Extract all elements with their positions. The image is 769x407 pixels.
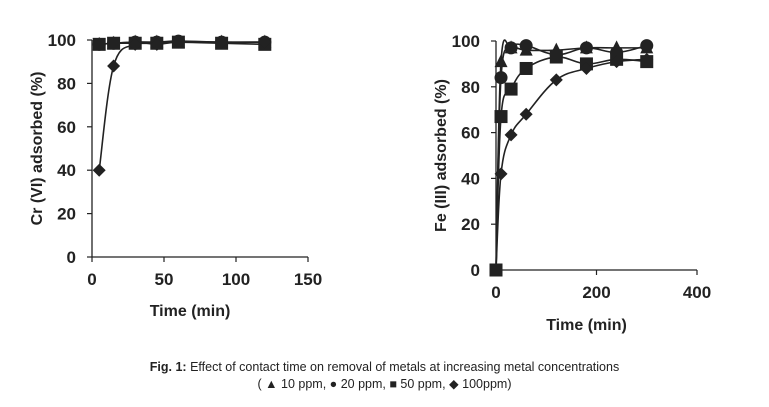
square-marker [92,37,106,51]
x-axis-title: Time (min) [150,303,231,320]
legend-triangle-icon: ▲ [265,377,278,391]
y-tick-label: 80 [461,78,480,97]
legend-item-10ppm: 10 ppm, [277,377,330,391]
y-tick-label: 0 [471,261,480,280]
x-tick-label: 150 [294,270,322,289]
x-tick-label: 0 [491,283,500,302]
y-tick-label: 20 [461,215,480,234]
series-line [495,58,647,271]
y-tick-label: 40 [461,169,480,188]
square-marker [494,110,508,124]
series-100ppm [489,52,654,277]
figure-caption-text: Effect of contact time on removal of met… [186,360,620,374]
x-tick-label: 100 [222,270,250,289]
triangle-marker [494,54,508,68]
figure-label: Fig. 1: [149,360,187,374]
x-axis-title: Time (min) [546,317,627,334]
y-tick-label: 60 [461,124,480,143]
square-marker [107,36,121,50]
series-line [495,56,647,271]
diamond-marker [549,73,563,87]
figure-caption-title: Fig. 1: Effect of contact time on remova… [0,360,769,374]
legend-item-100ppm: 100ppm) [458,377,512,391]
circle-marker [579,41,593,55]
diamond-marker [519,107,533,121]
diamond-marker [171,35,185,49]
chart-cr-vi: 0 20 40 60 80 100 0 50 100 150 Time (min) Cr (VI) a… [29,31,322,320]
circle-marker [504,41,518,55]
series-20ppm [489,39,654,277]
x-tick-label: 0 [87,270,96,289]
legend-square-icon: ■ [389,377,397,391]
diamond-marker [215,35,229,49]
diamond-marker [107,59,121,73]
chart-fe-iii: 0 20 40 60 80 100 0 200 400 Time (min) Fe (III) ad… [433,32,711,334]
series-50ppm [489,50,654,277]
legend-item-50ppm: 50 ppm, [396,377,450,391]
legend-circle-icon: ● [329,377,338,391]
diamond-marker [579,61,593,75]
y-tick-label: 100 [452,32,480,51]
diamond-marker [128,37,142,51]
series-10ppm [489,39,654,276]
y-tick-label: 80 [57,74,76,93]
diamond-marker [258,35,272,49]
diamond-marker [150,37,164,51]
y-tick-label: 40 [57,161,76,180]
x-tick-label: 400 [683,283,711,302]
x-tick-label: 200 [582,283,610,302]
diamond-marker [610,55,624,69]
y-tick-label: 0 [67,248,76,267]
square-marker [504,82,518,96]
y-tick-label: 100 [48,31,76,50]
y-axis-title: Fe (III) adsorbed (%) [433,79,450,232]
square-marker [519,61,533,75]
diamond-marker [640,52,654,66]
y-tick-label: 20 [57,205,76,224]
diamond-marker [92,163,106,177]
circle-marker [519,39,533,53]
circle-marker [494,71,508,85]
diamond-marker [504,128,518,142]
diamond-marker [489,263,503,277]
circle-marker [640,39,654,53]
figure-caption-legend: ( ▲ 10 ppm, ● 20 ppm, ■ 50 ppm, ◆ 100ppm… [0,376,769,391]
y-tick-label: 60 [57,118,76,137]
legend-item-20ppm: 20 ppm, [337,377,390,391]
x-tick-label: 50 [155,270,174,289]
series-100ppm [92,35,272,177]
series-line [98,41,265,171]
legend-open-paren: ( [257,377,262,391]
y-axis-title: Cr (VI) adsorbed (%) [29,72,46,226]
diamond-marker [494,167,508,181]
legend-diamond-icon: ◆ [449,377,459,391]
square-marker [549,50,563,64]
series-line [495,43,647,271]
